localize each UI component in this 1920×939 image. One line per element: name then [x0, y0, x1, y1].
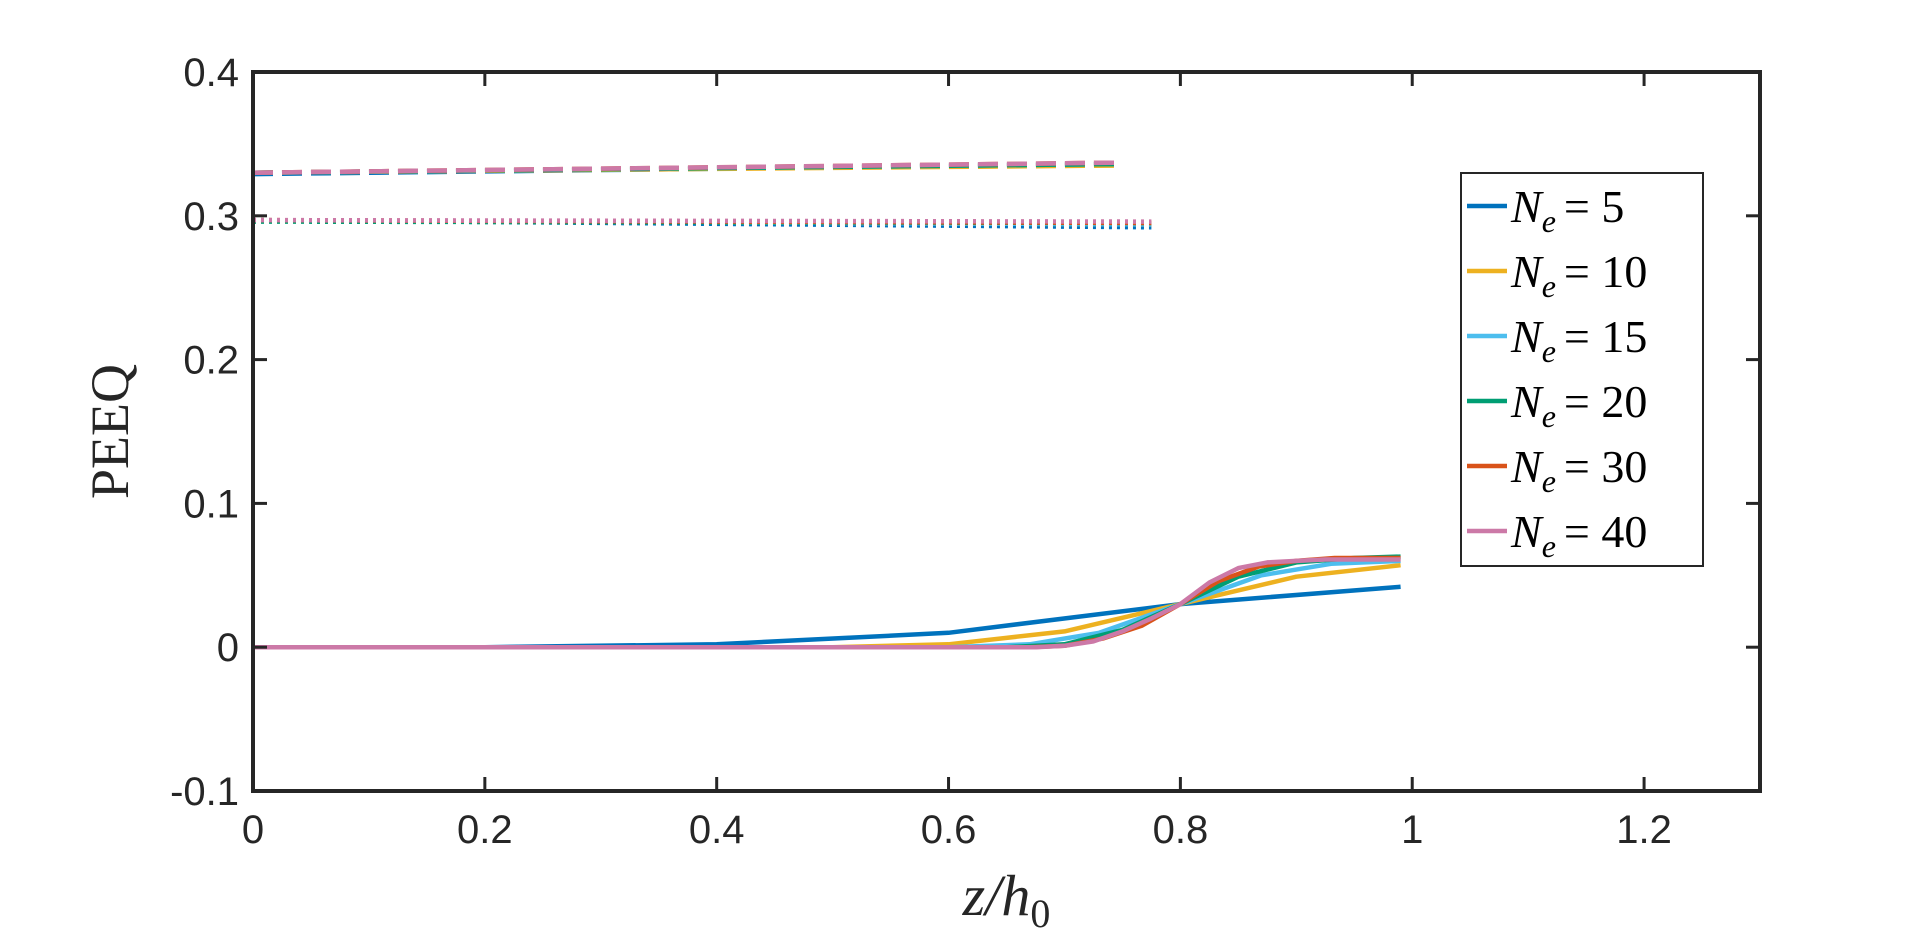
legend-subscript: e — [1542, 268, 1556, 304]
series-layer — [252, 160, 1401, 650]
legend-value: = 10 — [1564, 246, 1647, 297]
legend-value: = 40 — [1564, 506, 1647, 557]
legend-symbol: N — [1510, 376, 1544, 427]
x-tick-label: 0 — [242, 808, 264, 852]
legend-label-6: Ne = 40 — [1510, 506, 1647, 564]
x-tick-label: 1.2 — [1616, 808, 1672, 852]
x-tick-label: 0.2 — [457, 808, 513, 852]
y-tick-label: 0.4 — [183, 51, 239, 95]
legend-label-4: Ne = 20 — [1510, 376, 1647, 434]
legend-value: = 20 — [1564, 376, 1647, 427]
y-tick-label: 0.2 — [183, 339, 239, 383]
legend-subscript: e — [1542, 203, 1556, 239]
legend-value: = 15 — [1564, 311, 1647, 362]
axes-box — [251, 70, 1762, 793]
legend-subscript: e — [1542, 398, 1556, 434]
legend-value: = 30 — [1564, 441, 1647, 492]
series-6-dotted-line — [252, 217, 1152, 224]
legend-label-2: Ne = 10 — [1510, 246, 1647, 304]
y-axis-title: PEEQ — [80, 364, 140, 499]
x-tick-label: 0.4 — [689, 808, 745, 852]
legend-label-3: Ne = 15 — [1510, 311, 1647, 369]
x-axis-title-subscript: 0 — [1030, 891, 1050, 936]
legend-symbol: N — [1510, 181, 1544, 232]
legend-symbol: N — [1510, 246, 1544, 297]
y-tick-label: 0.1 — [183, 482, 239, 526]
series-6-solid-line — [253, 557, 1401, 650]
legend-subscript: e — [1542, 528, 1556, 564]
y-tick-label: 0 — [217, 626, 239, 670]
y-tick-label: 0.3 — [183, 195, 239, 239]
legend-label-1: Ne = 5 — [1510, 181, 1624, 239]
x-tick-label: 1 — [1401, 808, 1423, 852]
x-axis-title-main: z/h — [962, 863, 1031, 928]
legend-value: = 5 — [1564, 181, 1624, 232]
axes-layer: 0 0.2 0.4 0.6 0.8 1 1.2-0.100.10.20.30.4z/h0PE… — [80, 51, 1762, 936]
legend-symbol: N — [1510, 506, 1544, 557]
x-tick-label: 0.6 — [921, 808, 977, 852]
legend-symbol: N — [1510, 311, 1544, 362]
x-axis-title: z/h0 — [962, 863, 1051, 936]
legend-subscript: e — [1542, 333, 1556, 369]
legend-label-5: Ne = 30 — [1510, 441, 1647, 499]
legend-subscript: e — [1542, 463, 1556, 499]
legend-symbol: N — [1510, 441, 1544, 492]
y-tick-label: -0.1 — [170, 770, 239, 814]
x-tick-label: 0.8 — [1153, 808, 1209, 852]
legend-box — [1460, 172, 1704, 567]
